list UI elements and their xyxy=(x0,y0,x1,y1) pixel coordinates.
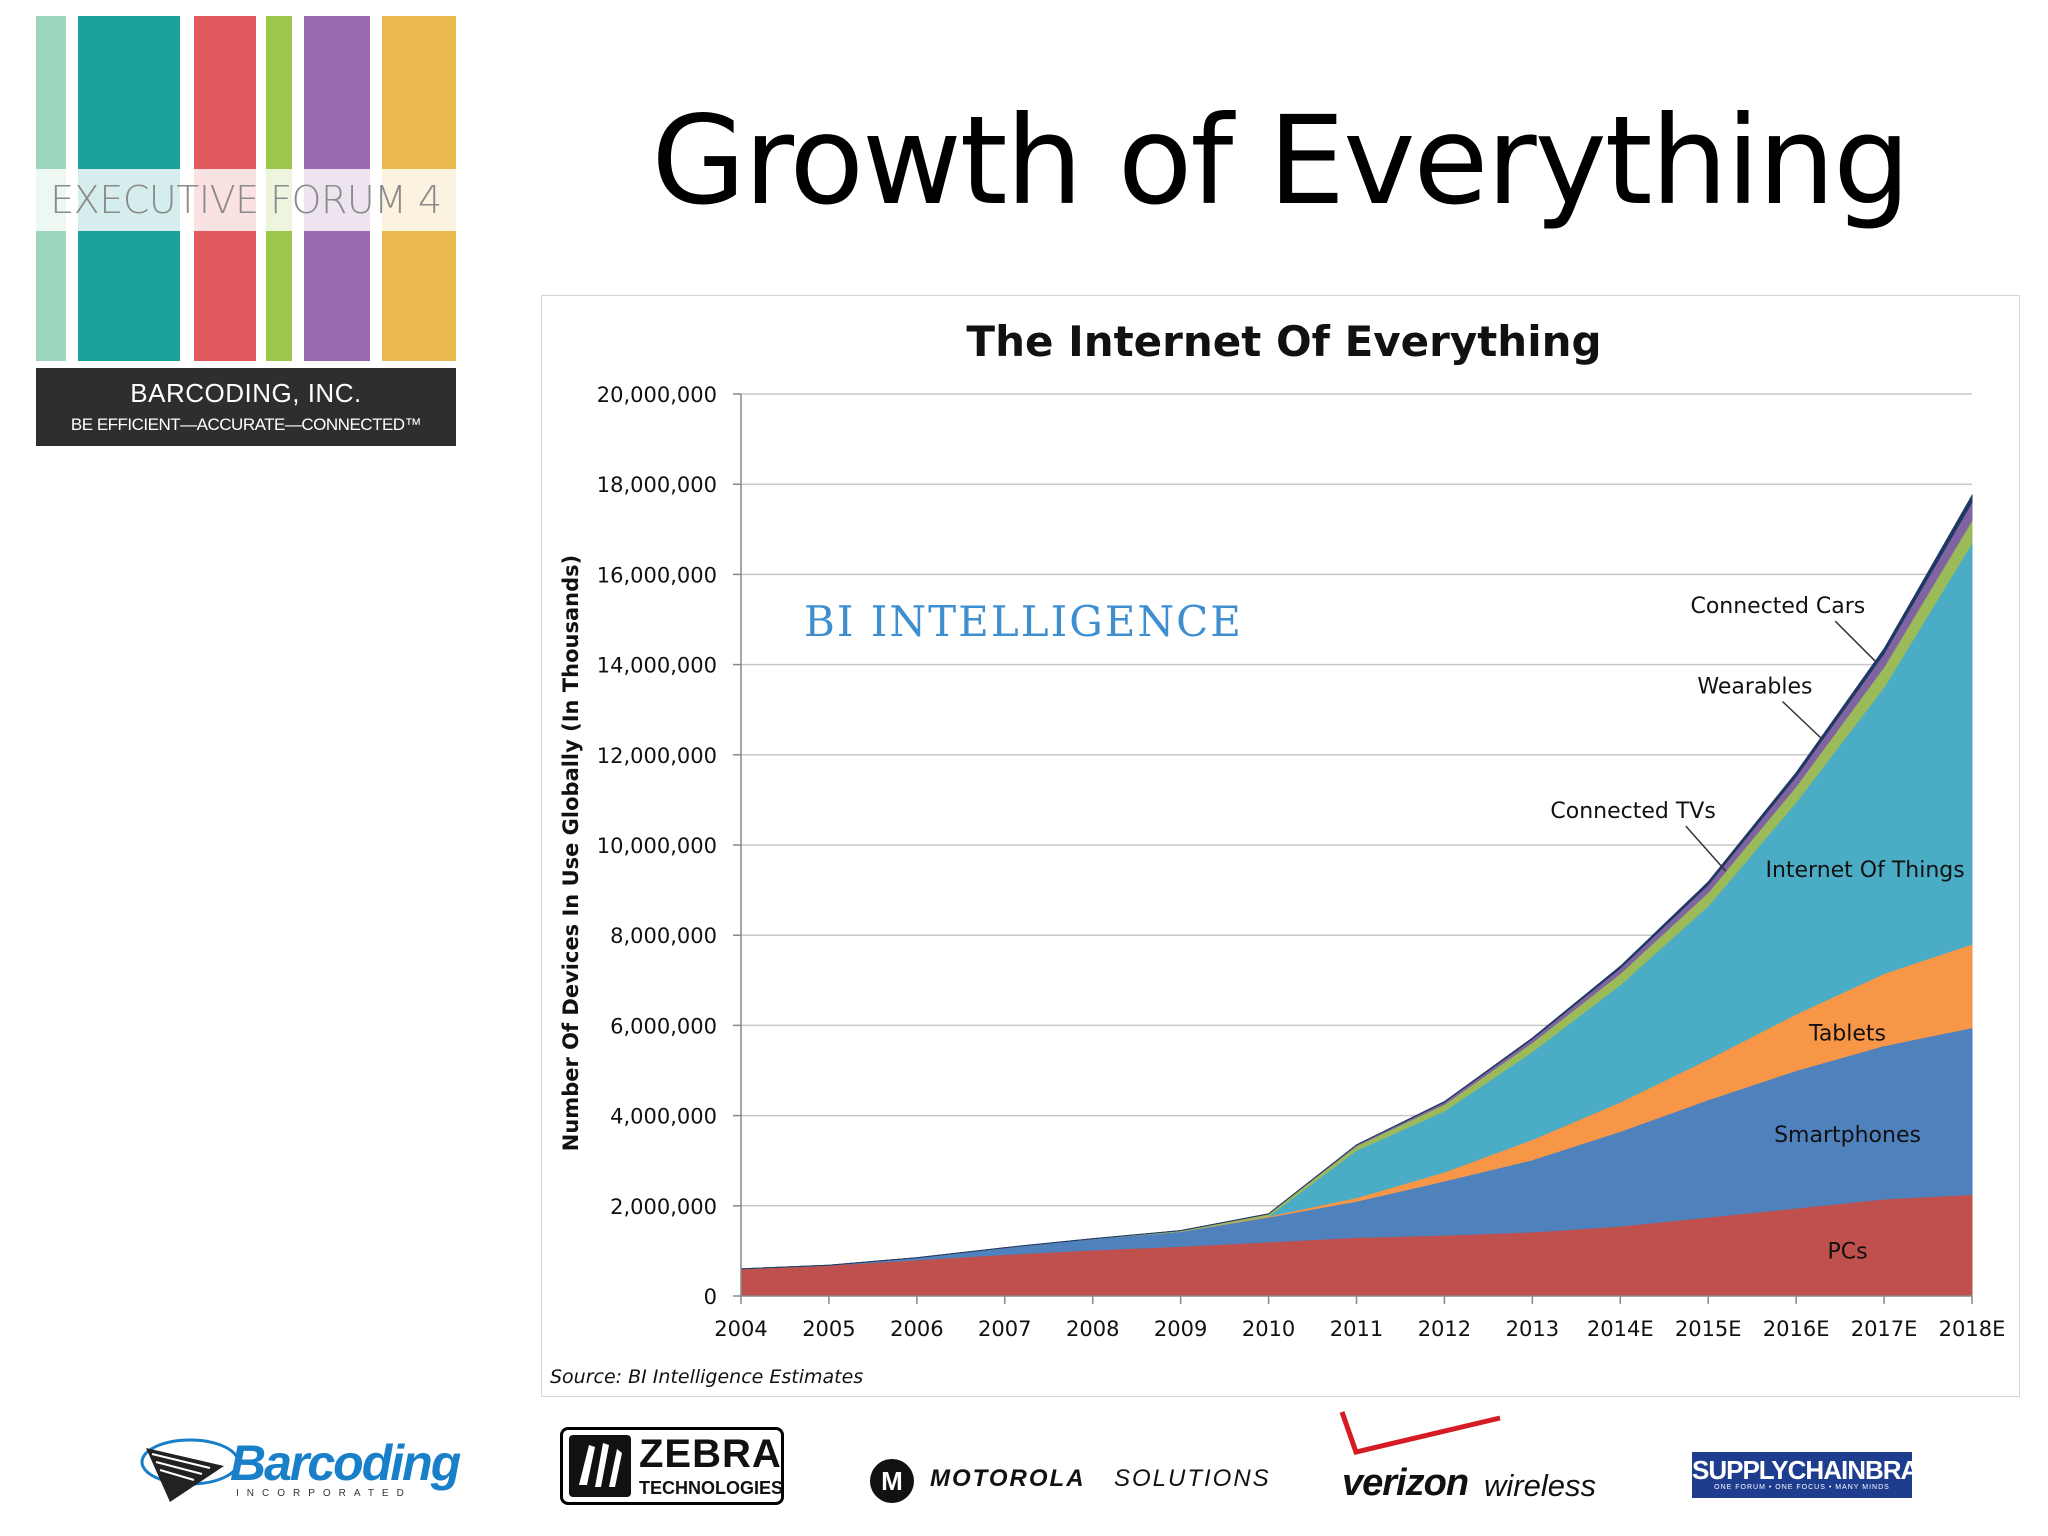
x-tick-label: 2016E xyxy=(1763,1317,1830,1341)
y-tick-label: 14,000,000 xyxy=(597,654,717,678)
series-labels: PCs Smartphones Tablets Internet Of Things C… xyxy=(1550,594,1964,1264)
axes: 0 2,000,000 4,000,000 6,000,000 8,000,000 10,… xyxy=(597,383,2006,1341)
x-tick-label: 2017E xyxy=(1851,1317,1918,1341)
area-connected-cars xyxy=(740,493,1973,1270)
supplychainbrain-name: SUPPLYCHAINBRAIN xyxy=(1692,1455,1943,1485)
x-tick-label: 2005 xyxy=(802,1317,855,1341)
chart-panel: The Internet Of Everything 0 2,000,000 4,0… xyxy=(541,295,2020,1397)
x-tick-label: 2018E xyxy=(1939,1317,2006,1341)
y-tick-label: 20,000,000 xyxy=(597,383,717,407)
x-tick-label: 2012 xyxy=(1418,1317,1471,1341)
verizon-logo: verizon wireless xyxy=(1338,1408,1598,1508)
label-wearables-leader xyxy=(1782,700,1824,741)
y-tick-label: 12,000,000 xyxy=(597,744,717,768)
label-tablets: Tablets xyxy=(1808,1022,1886,1047)
zebra-sub: TECHNOLOGIES xyxy=(639,1478,784,1498)
motorola-name: MOTOROLA xyxy=(930,1465,1086,1492)
x-tick-label: 2004 xyxy=(714,1317,767,1341)
barcoding-sub: INCORPORATED xyxy=(236,1488,412,1499)
source-note: Source: BI Intelligence Estimates xyxy=(550,1366,863,1388)
motorola-logo: M MOTOROLA SOLUTIONS xyxy=(870,1455,1280,1505)
y-axis-label: Number Of Devices In Use Globally (In Th… xyxy=(559,555,583,1151)
y-tick-label: 18,000,000 xyxy=(597,473,717,497)
label-connected-tvs: Connected TVs xyxy=(1550,799,1715,824)
barcoding-swoosh-icon xyxy=(140,1438,240,1502)
x-tick-label: 2015E xyxy=(1675,1317,1742,1341)
y-tick-label: 0 xyxy=(704,1285,717,1309)
zebra-head-icon xyxy=(569,1435,631,1497)
zebra-name: ZEBRA xyxy=(639,1432,782,1476)
executive-forum-logo: EXECUTIVE FORUM 4 BARCODING, INC. BE EFF… xyxy=(36,16,456,446)
verizon-name: verizon xyxy=(1342,1462,1469,1504)
supplychainbrain-logo: SUPPLYCHAINBRAIN ONE FORUM • ONE FOCUS •… xyxy=(1692,1452,1943,1498)
company-name: BARCODING, INC. xyxy=(130,378,362,408)
logo-band: EXECUTIVE FORUM 4 xyxy=(36,169,456,231)
x-tick-label: 2007 xyxy=(978,1317,1031,1341)
area-chart: The Internet Of Everything 0 2,000,000 4,0… xyxy=(550,317,2006,1388)
label-connected-cars-leader xyxy=(1834,620,1876,662)
label-smartphones: Smartphones xyxy=(1774,1123,1921,1148)
y-tick-label: 2,000,000 xyxy=(610,1195,717,1219)
motorola-sub: SOLUTIONS xyxy=(1114,1465,1271,1492)
motorola-m-icon: M xyxy=(870,1459,914,1503)
label-internet-of-things: Internet Of Things xyxy=(1765,858,1964,883)
x-tick-label: 2009 xyxy=(1154,1317,1207,1341)
label-wearables: Wearables xyxy=(1697,675,1812,700)
label-pcs: PCs xyxy=(1827,1240,1867,1265)
forum-text: EXECUTIVE FORUM 4 xyxy=(50,178,442,222)
barcoding-name: Barcoding xyxy=(230,1435,461,1491)
y-tick-label: 4,000,000 xyxy=(610,1105,717,1129)
zebra-logo: ZEBRA TECHNOLOGIES xyxy=(560,1427,784,1505)
verizon-sub: wireless xyxy=(1484,1468,1596,1503)
slide-title: Growth of Everything xyxy=(651,90,1910,232)
y-tick-label: 6,000,000 xyxy=(610,1014,717,1038)
barcoding-logo: Barcoding INCORPORATED xyxy=(140,1420,470,1515)
x-tick-label: 2013 xyxy=(1506,1317,1559,1341)
bi-intelligence-watermark: BI INTELLIGENCE xyxy=(804,597,1243,646)
logo-company-bar: BARCODING, INC. BE EFFICIENT—ACCURATE—CO… xyxy=(36,368,456,446)
chart-title: The Internet Of Everything xyxy=(966,317,1601,366)
y-tick-label: 16,000,000 xyxy=(597,563,717,587)
verizon-check-icon xyxy=(1339,1411,1501,1455)
x-tick-label: 2014E xyxy=(1587,1317,1654,1341)
x-tick-label: 2006 xyxy=(890,1317,943,1341)
label-connected-cars: Connected Cars xyxy=(1690,594,1865,619)
x-tick-label: 2011 xyxy=(1330,1317,1383,1341)
label-connected-tvs-leader xyxy=(1685,825,1727,872)
company-tagline: BE EFFICIENT—ACCURATE—CONNECTED™ xyxy=(70,415,422,434)
supplychainbrain-sub: ONE FORUM • ONE FOCUS • MANY MINDS xyxy=(1714,1484,1890,1491)
x-tick-label: 2010 xyxy=(1242,1317,1295,1341)
y-tick-label: 8,000,000 xyxy=(610,924,717,948)
x-tick-label: 2008 xyxy=(1066,1317,1119,1341)
y-tick-label: 10,000,000 xyxy=(597,834,717,858)
